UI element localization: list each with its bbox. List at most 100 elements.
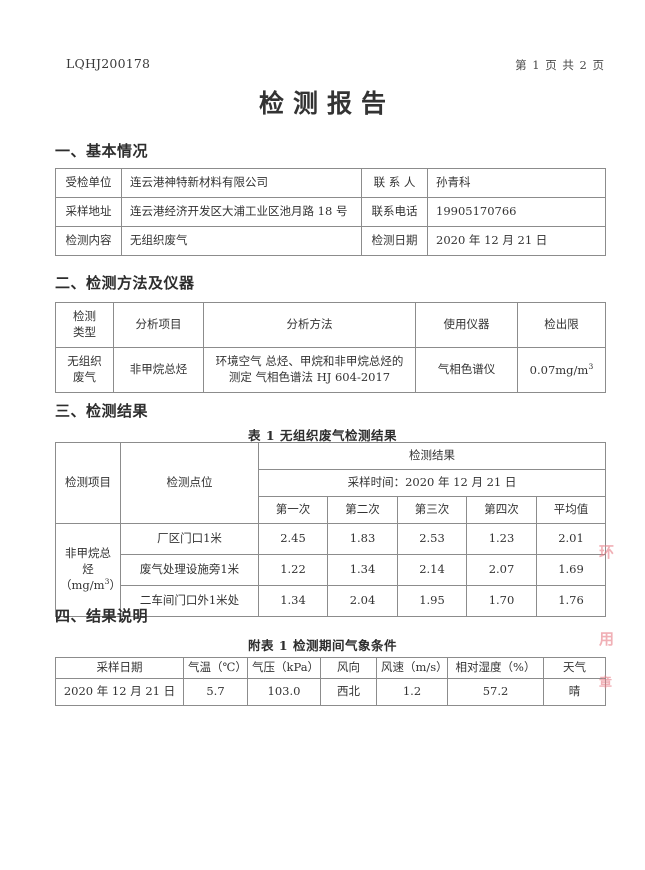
header-line: 检测: [73, 309, 96, 324]
header-temperature: 气温（℃）: [183, 657, 248, 679]
table-row: 非甲烷总烃 （mg/m3） 厂区门口1米 2.45 1.83 2.53 1.23…: [55, 523, 606, 617]
cell-relative-humidity: 57.2: [447, 677, 544, 706]
header-line: 类型: [73, 325, 96, 339]
table-header-row: 采样日期 气温（℃） 气压（kPa） 风向 风速（m/s） 相对湿度（%） 天气: [55, 657, 606, 679]
table-row: 二车间门口外1米处 1.34 2.04 1.95 1.70 1.76: [56, 585, 606, 617]
cell-value: 2.14: [397, 554, 467, 586]
cell-wind-speed: 1.2: [376, 677, 448, 706]
table-row: 检测内容 无组织废气 检测日期 2020 年 12 月 21 日: [55, 226, 606, 256]
weather-table-caption: 附表 1 检测期间气象条件: [248, 638, 397, 653]
header-inspection-item: 检测项目: [55, 442, 121, 524]
header-run-4: 第四次: [466, 496, 537, 524]
cell-point: 厂区门口1米: [120, 523, 259, 555]
label-contact-person: 联 系 人: [361, 168, 428, 198]
table-row: 废气处理设施旁1米 1.22 1.34 2.14 2.07 1.69: [56, 554, 606, 586]
result-table-caption: 表 1 无组织废气检测结果: [248, 428, 397, 443]
header-sampling-date: 采样日期: [55, 657, 184, 679]
header-run-3: 第三次: [397, 496, 467, 524]
value-contact-phone: 19905170766: [427, 197, 606, 227]
value-inspected-unit: 连云港神特新材料有限公司: [121, 168, 362, 198]
cell-point: 二车间门口外1米处: [120, 585, 259, 617]
header-inspection-point: 检测点位: [120, 442, 259, 524]
cell-sampling-date: 2020 年 12 月 21 日: [55, 677, 184, 706]
table-row: 受检单位 连云港神特新材料有限公司 联 系 人 孙青科: [55, 168, 606, 198]
cell-analysis-method: 环境空气 总烃、甲烷和非甲烷总烃的 测定 气相色谱法 HJ 604-2017: [203, 347, 416, 393]
label-contact-phone: 联系电话: [361, 197, 428, 227]
value-inspection-content: 无组织废气: [121, 226, 362, 256]
cell-wind-direction: 西北: [320, 677, 377, 706]
unit-exponent: 3: [104, 577, 110, 587]
cell-line: 测定 气相色谱法 HJ 604-2017: [228, 370, 391, 384]
header-wind-speed: 风速（m/s）: [376, 657, 448, 679]
cell-value: 2.04: [327, 585, 398, 617]
cell-value: 1.95: [397, 585, 467, 617]
cell-inspection-type: 无组织 废气: [55, 347, 114, 393]
report-code: LQHJ200178: [66, 56, 151, 71]
cell-value: 2.53: [397, 523, 467, 555]
page-header: LQHJ200178 第 1 页 共 2 页: [0, 56, 645, 74]
header-results-group: 检测结果: [258, 442, 606, 470]
cell-line: 无组织: [67, 354, 102, 369]
cell-value-average: 1.69: [536, 554, 606, 586]
basic-info-table: 受检单位 连云港神特新材料有限公司 联 系 人 孙青科 采样地址 连云港经济开发…: [55, 168, 606, 256]
weather-table: 采样日期 气温（℃） 气压（kPa） 风向 风速（m/s） 相对湿度（%） 天气…: [55, 657, 606, 706]
header-detection-limit: 检出限: [517, 302, 606, 348]
header-instrument: 使用仪器: [415, 302, 518, 348]
cell-detection-limit: 0.07mg/m3: [517, 347, 606, 393]
header-analysis-method: 分析方法: [203, 302, 416, 348]
header-weather: 天气: [543, 657, 606, 679]
table-row: 无组织 废气 非甲烷总烃 环境空气 总烃、甲烷和非甲烷总烃的 测定 气相色谱法 …: [55, 347, 606, 393]
cell-instrument: 气相色谱仪: [415, 347, 518, 393]
cell-weather: 晴: [543, 677, 606, 706]
section-heading-results: 三、检测结果: [55, 402, 149, 420]
unit-text: （mg/m: [60, 578, 105, 593]
cell-value: 2.07: [466, 554, 537, 586]
section-heading-explanation: 四、结果说明: [55, 607, 149, 625]
header-wind-direction: 风向: [320, 657, 377, 679]
header-relative-humidity: 相对湿度（%）: [447, 657, 544, 679]
cell-value: 1.22: [258, 554, 328, 586]
label-inspection-date: 检测日期: [361, 226, 428, 256]
table-header-row: 采样时间：2020 年 12 月 21 日: [56, 469, 606, 497]
header-analysis-item: 分析项目: [113, 302, 204, 348]
cell-line: 环境空气 总烃、甲烷和非甲烷总烃的: [215, 354, 404, 369]
table-header-row: 检测项目 检测点位 检测结果: [55, 442, 606, 524]
value-contact-person: 孙青科: [427, 168, 606, 198]
header-inspection-type: 检测 类型: [55, 302, 114, 348]
section-heading-methods: 二、检测方法及仪器: [55, 274, 195, 292]
table-header-row: 检测 类型 分析项目 分析方法 使用仪器 检出限: [55, 302, 606, 348]
cell-value-average: 2.01: [536, 523, 606, 555]
table-header-row: 第一次 第二次 第三次 第四次 平均值: [56, 496, 606, 524]
cell-value: 1.23: [466, 523, 537, 555]
result-table: 检测项目 检测点位 检测结果 采样时间：2020 年 12 月 21 日 第一次…: [55, 442, 606, 617]
cell-temperature: 5.7: [183, 677, 248, 706]
cell-value: 1.34: [258, 585, 328, 617]
cell-analysis-item: 非甲烷总烃: [113, 347, 204, 393]
label-inspected-unit: 受检单位: [55, 168, 122, 198]
item-line-unit: （mg/m3）: [60, 577, 120, 593]
section-heading-basic-info: 一、基本情况: [55, 142, 149, 160]
page-title: 检测报告: [258, 89, 395, 118]
cell-point: 废气处理设施旁1米: [120, 554, 259, 586]
cell-line: 废气: [73, 370, 96, 384]
value-sampling-address: 连云港经济开发区大浦工业区池月路 18 号: [121, 197, 362, 227]
cell-value: 1.83: [327, 523, 398, 555]
header-run-1: 第一次: [258, 496, 328, 524]
value-inspection-date: 2020 年 12 月 21 日: [427, 226, 606, 256]
detection-limit-exponent: 3: [588, 361, 594, 371]
cell-inspection-item: 非甲烷总烃 （mg/m3）: [55, 523, 121, 617]
detection-limit-value: 0.07mg/m: [529, 362, 589, 377]
cell-value: 2.45: [258, 523, 328, 555]
header-pressure: 气压（kPa）: [247, 657, 321, 679]
table-row: 采样地址 连云港经济开发区大浦工业区池月路 18 号 联系电话 19905170…: [55, 197, 606, 227]
page-indicator: 第 1 页 共 2 页: [515, 58, 605, 72]
cell-value: 1.70: [466, 585, 537, 617]
cell-value: 1.34: [327, 554, 398, 586]
item-line: 非甲烷总烃: [65, 546, 111, 576]
table-row: 2020 年 12 月 21 日 5.7 103.0 西北 1.2 57.2 晴: [55, 677, 606, 706]
unit-tail: ）: [109, 578, 121, 593]
header-run-2: 第二次: [327, 496, 398, 524]
label-inspection-content: 检测内容: [55, 226, 122, 256]
cell-pressure: 103.0: [247, 677, 321, 706]
